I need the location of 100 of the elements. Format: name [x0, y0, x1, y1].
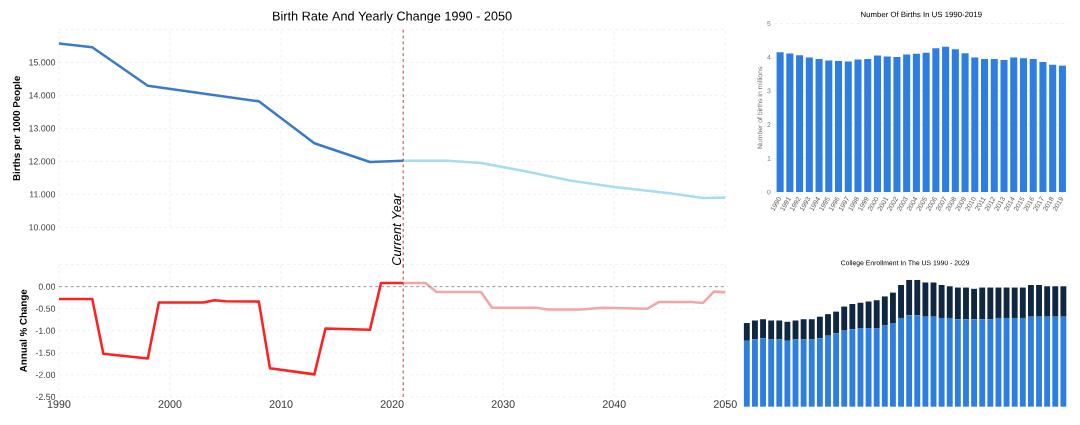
x-tick-label: 2000 — [158, 400, 182, 408]
bar — [776, 320, 783, 340]
bar — [987, 319, 994, 407]
y-tick-label: -2.50 — [35, 393, 56, 400]
chart-title: Birth Rate And Yearly Change 1990 - 2050 — [273, 11, 512, 23]
bar — [776, 52, 784, 192]
bar — [881, 325, 888, 407]
bar — [954, 287, 961, 320]
bar — [768, 339, 775, 407]
y-tick-label: 13.000 — [29, 125, 56, 132]
bar — [1019, 58, 1027, 192]
bar — [963, 287, 969, 320]
bar — [841, 330, 848, 407]
bar — [760, 319, 766, 339]
bar — [914, 279, 921, 316]
bar — [800, 319, 807, 340]
bar — [864, 58, 872, 192]
bar — [961, 53, 969, 192]
bar — [1003, 287, 1010, 318]
bar — [1011, 317, 1018, 407]
bar — [796, 55, 804, 192]
x-tick-label: 2050 — [713, 400, 737, 408]
bar — [743, 340, 750, 407]
bar — [1027, 284, 1034, 317]
bar — [1011, 287, 1018, 318]
bar — [816, 338, 823, 407]
line-series — [57, 281, 405, 376]
x-tick-label: 2010 — [269, 400, 293, 408]
bar — [971, 57, 979, 192]
bar — [954, 319, 961, 407]
bar — [912, 53, 920, 192]
y-tick-label: -2.00 — [35, 371, 56, 378]
bar — [873, 55, 881, 192]
bar — [1010, 57, 1018, 192]
bar — [898, 284, 904, 318]
bar — [1027, 316, 1034, 407]
bar — [743, 322, 750, 341]
bar — [760, 338, 766, 407]
bar — [979, 287, 986, 320]
bar — [898, 317, 904, 407]
x-tick-label: 1990 — [47, 400, 71, 408]
bar — [893, 56, 901, 192]
bar — [1019, 317, 1026, 407]
bar — [815, 58, 823, 192]
bar — [825, 60, 833, 192]
x-tick-label: 2030 — [491, 400, 515, 408]
bar — [889, 322, 896, 407]
bar — [932, 47, 940, 192]
bar — [1039, 61, 1047, 192]
bar — [1058, 65, 1066, 192]
bar — [833, 333, 840, 407]
bar — [1052, 316, 1059, 407]
y-tick-label: 14.000 — [29, 92, 56, 99]
line-series — [401, 281, 727, 311]
y-tick-label: -0.50 — [35, 305, 56, 312]
bar — [990, 58, 998, 192]
bar — [865, 327, 872, 407]
y-tick-label: 11.000 — [29, 191, 56, 198]
bar — [1036, 316, 1042, 407]
bar — [1036, 284, 1042, 317]
bar — [865, 301, 872, 328]
bar — [805, 57, 813, 192]
y-axis-title: Annual % Change — [19, 289, 29, 372]
bar — [981, 58, 989, 192]
bar — [1044, 316, 1051, 407]
bar — [903, 54, 911, 192]
bar — [800, 339, 807, 407]
bar — [883, 56, 891, 192]
bar — [971, 319, 978, 407]
line-series — [401, 159, 727, 200]
bar — [1060, 286, 1067, 317]
bar — [971, 288, 978, 320]
bar — [938, 284, 945, 318]
bar — [1000, 59, 1008, 192]
bar — [906, 315, 913, 407]
y-axis-title: Births per 1000 People — [12, 75, 22, 181]
bar — [854, 59, 862, 192]
bar — [987, 287, 994, 320]
bar — [922, 52, 930, 192]
bar — [849, 303, 856, 330]
bar — [881, 296, 888, 326]
bar — [1044, 286, 1051, 317]
bar — [922, 316, 929, 407]
x-tick-label: 2020 — [380, 400, 404, 408]
bar — [951, 49, 959, 192]
bar — [1060, 316, 1067, 407]
bar — [835, 60, 843, 192]
bar — [808, 319, 815, 340]
bar — [946, 286, 953, 318]
bar — [979, 319, 986, 407]
bar — [922, 282, 929, 317]
bar — [786, 53, 794, 192]
ref-line-label: Current Year — [392, 193, 402, 265]
bar — [849, 329, 856, 407]
bar — [914, 315, 921, 407]
bar — [873, 327, 880, 407]
bar — [841, 306, 848, 331]
bar — [1052, 286, 1059, 317]
x-tick-label: 2040 — [602, 400, 626, 408]
bar — [808, 339, 815, 407]
